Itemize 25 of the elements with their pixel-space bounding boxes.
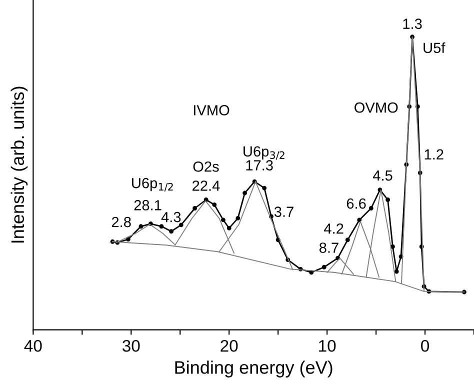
x-tick-label: 40 bbox=[24, 340, 42, 352]
annotation: 1.2 bbox=[424, 149, 444, 160]
annotation: 3.7 bbox=[274, 206, 294, 217]
annotation: 28.1 bbox=[134, 200, 162, 210]
y-axis-title: Intensity (arb. units) bbox=[10, 86, 28, 242]
annotation: IVMO bbox=[194, 105, 230, 116]
annotation: 8.7 bbox=[319, 242, 338, 253]
annotation: 22.4 bbox=[192, 180, 220, 191]
x-tick-label: 30 bbox=[122, 340, 140, 352]
annotation: 4.3 bbox=[161, 212, 181, 222]
x-tick-label: 20 bbox=[220, 340, 238, 352]
annotation: O2s bbox=[193, 161, 219, 172]
annotation: 4.2 bbox=[324, 223, 344, 234]
annotation: U6p$_{1/2}$ bbox=[132, 178, 173, 192]
annotation: 4.5 bbox=[372, 170, 392, 181]
x-tick-label: 0 bbox=[421, 340, 430, 352]
annotation: 2.8 bbox=[112, 216, 131, 228]
annotation: U5f bbox=[424, 42, 446, 54]
annotation: 17.3 bbox=[246, 160, 273, 170]
x-axis-title: Binding energy (eV) bbox=[175, 360, 332, 378]
annotation: U6p$_{3/2}$ bbox=[244, 146, 284, 160]
x-tick-label: 10 bbox=[319, 340, 336, 352]
annotation: 6.6 bbox=[346, 198, 366, 209]
text: 1.3 bbox=[403, 18, 422, 29]
annotation: OVMO bbox=[354, 102, 398, 113]
